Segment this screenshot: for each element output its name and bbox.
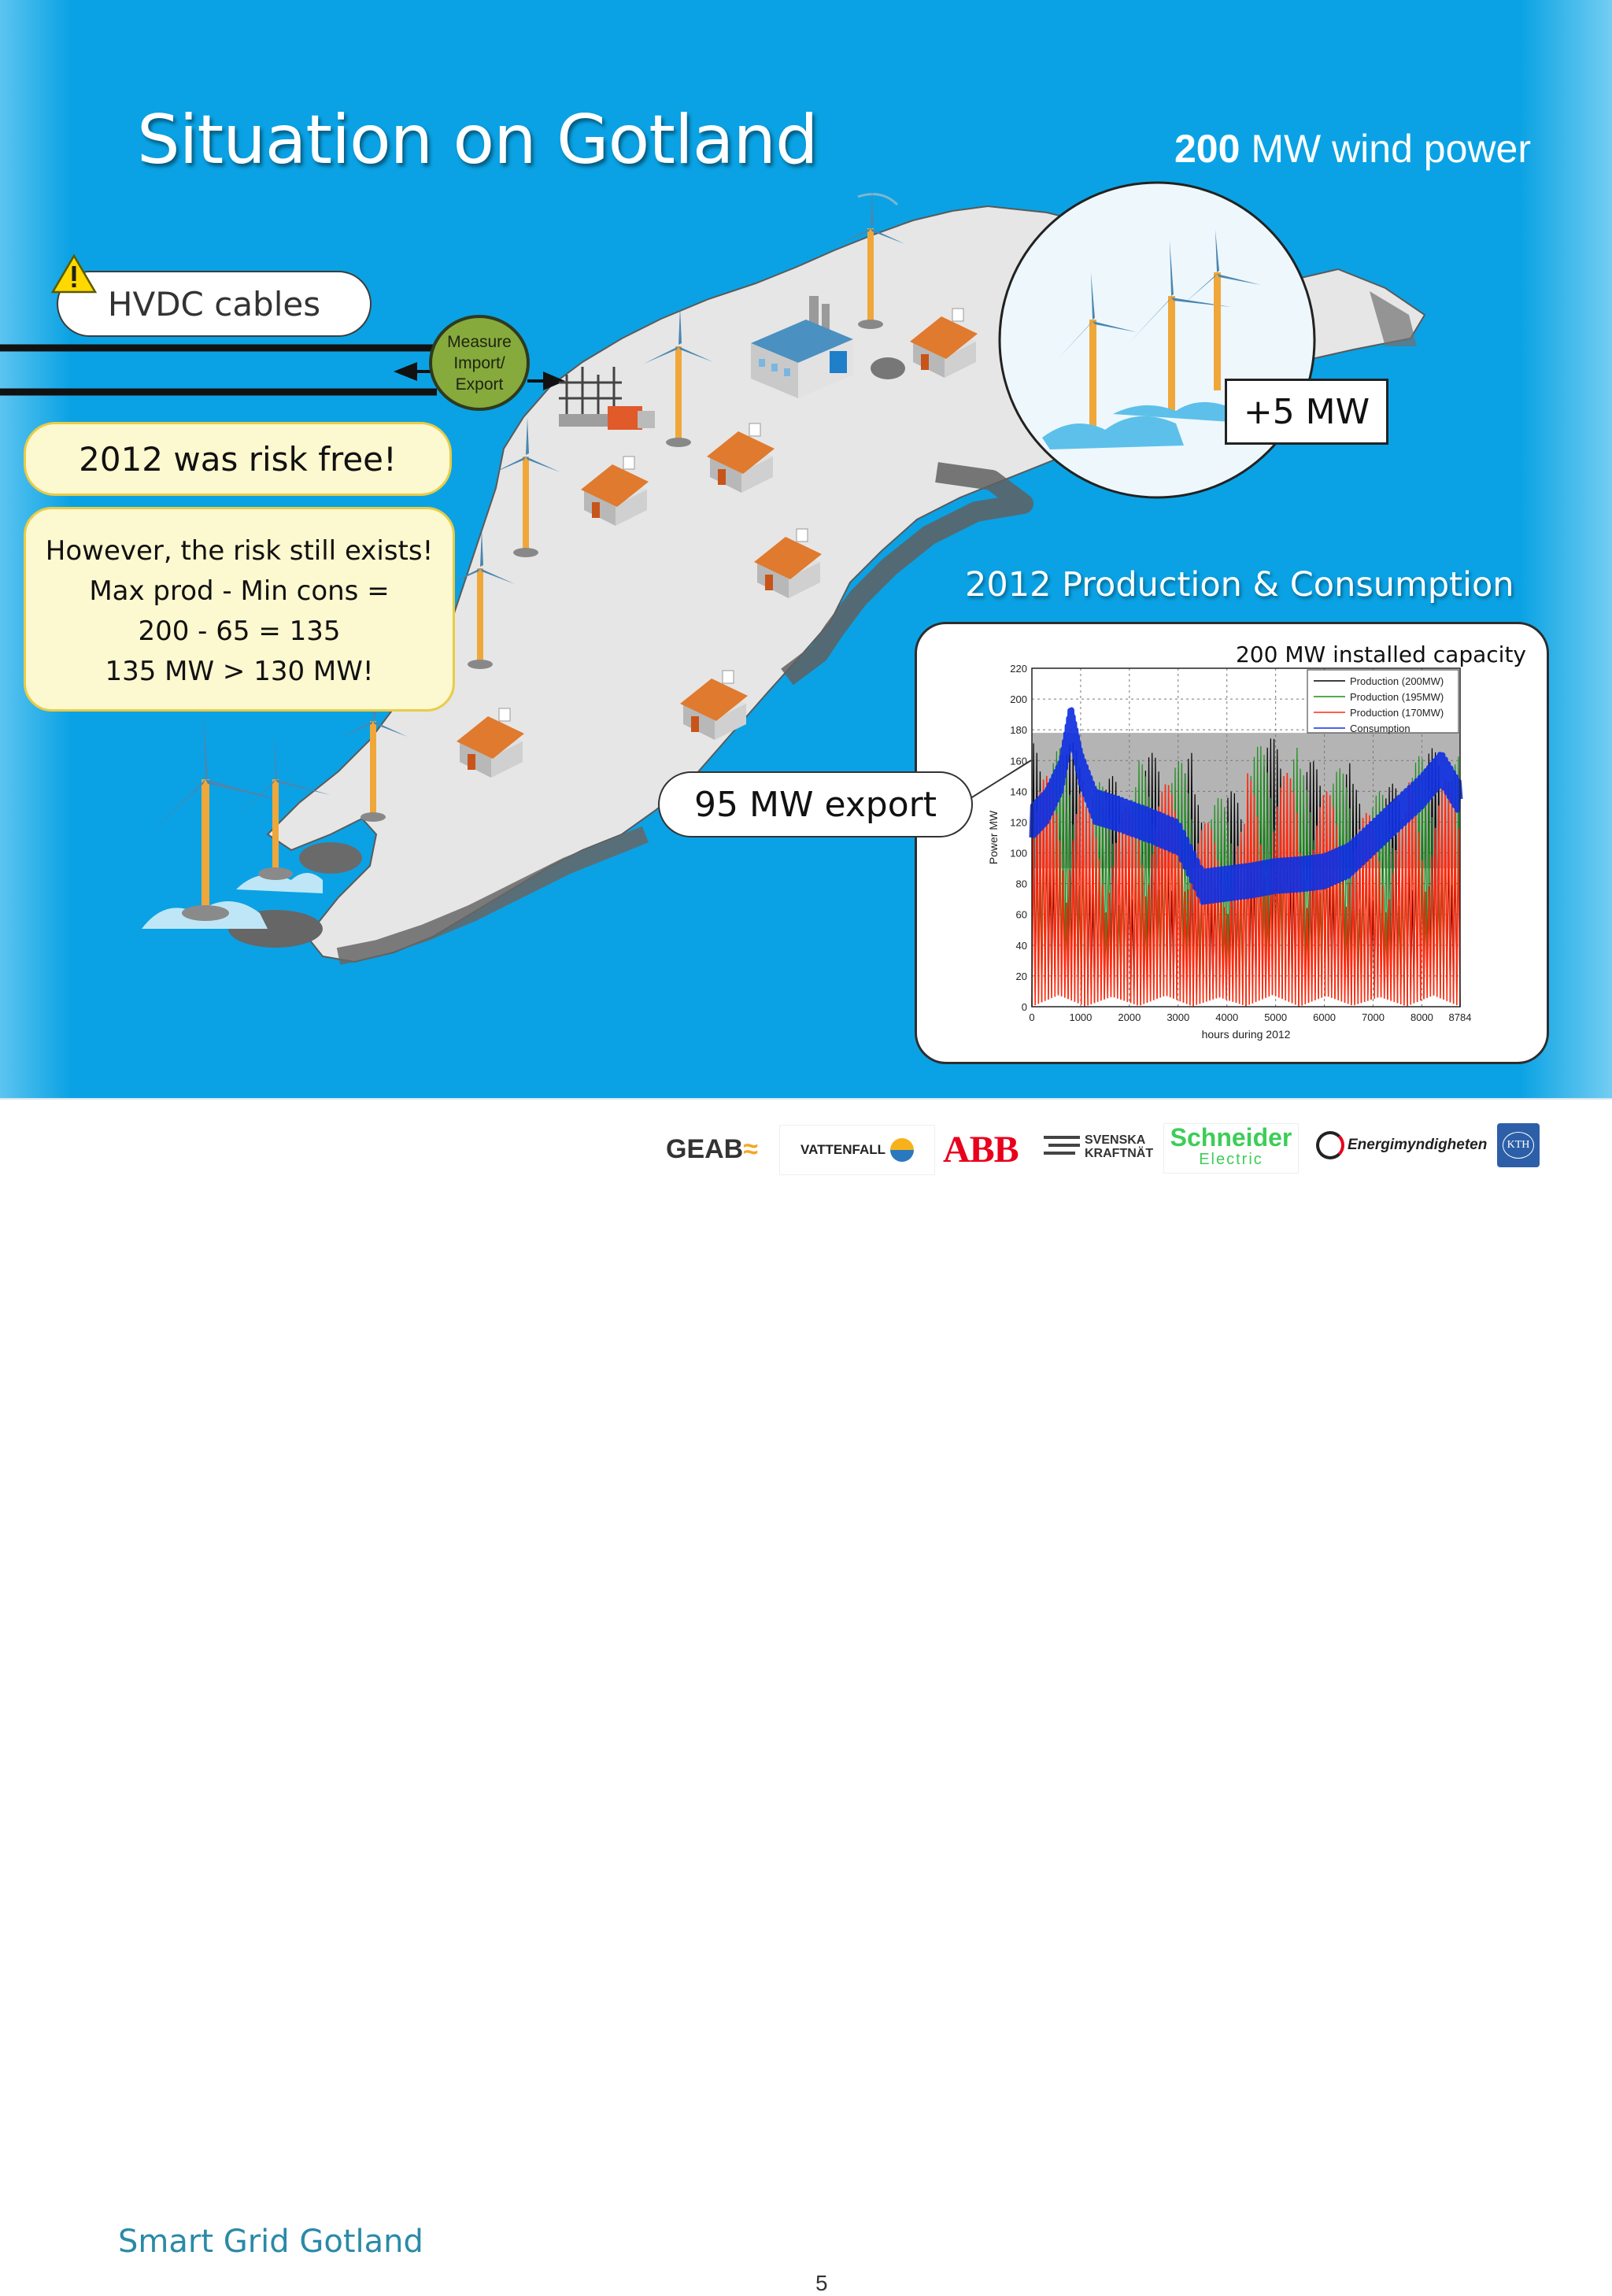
offshore-wind-circle	[998, 181, 1316, 499]
legend-entry: Consumption	[1350, 723, 1410, 734]
geab-logo: GEAB≈	[666, 1134, 758, 1164]
y-tick-label: 0	[1022, 1001, 1027, 1013]
energimyndigheten-mark-icon	[1316, 1131, 1344, 1159]
svk-line-1: SVENSKA	[1085, 1133, 1146, 1147]
house-icon	[910, 308, 978, 378]
measure-line-3: Export	[455, 375, 504, 394]
series-line-consumption	[1029, 707, 1463, 905]
wind-power-label: 200 MW wind power	[1174, 126, 1531, 172]
kth-logo: KTH	[1497, 1123, 1540, 1167]
x-axis-label: hours during 2012	[1202, 1028, 1291, 1041]
wind-turbine-icon	[836, 189, 905, 329]
risk-line-2: Max prod - Min cons =	[89, 575, 390, 607]
x-tick-label: 8000	[1410, 1011, 1433, 1023]
hvdc-cables	[0, 344, 565, 396]
substation-icon	[559, 367, 655, 430]
risk-line-4: 135 MW > 130 MW!	[105, 656, 374, 687]
kth-text: KTH	[1502, 1132, 1535, 1159]
production-consumption-chart: 200 MW installed capacity 0 20 40 60 80 100 120…	[987, 641, 1526, 1041]
risk-exists-callout: However, the risk still exists! Max prod…	[24, 507, 455, 712]
energimyndigheten-logo: Energimyndigheten	[1316, 1131, 1487, 1159]
house-icon	[707, 423, 775, 493]
svk-line-2: KRAFTNÄT	[1085, 1147, 1154, 1160]
import-arrow-icon	[394, 362, 417, 381]
abb-logo: ABB	[943, 1129, 1019, 1170]
page-title: Situation on Gotland	[137, 101, 819, 179]
energimyndigheten-text: Energimyndigheten	[1348, 1137, 1488, 1153]
y-tick-label: 60	[1016, 909, 1027, 921]
y-tick-label: 40	[1016, 940, 1027, 952]
svenska-kraftnat-logo: SVENSKA KRAFTNÄT	[1044, 1133, 1153, 1161]
footer-bar: Smart Grid Gotland GEAB≈ VATTENFALL ABB …	[0, 1098, 1612, 2295]
wind-turbine-icon	[644, 307, 713, 447]
x-tick-label: 4000	[1215, 1011, 1238, 1023]
y-tick-label: 140	[1010, 786, 1027, 797]
risk-line-3: 200 - 65 = 135	[138, 616, 341, 647]
y-tick-label: 100	[1010, 848, 1027, 860]
wind-turbine-icon	[491, 417, 560, 557]
chart-title: 200 MW installed capacity	[1236, 641, 1526, 667]
legend-entry: Production (200MW)	[1350, 675, 1444, 687]
risk-free-callout: 2012 was risk free!	[24, 422, 452, 496]
page-number: 5	[815, 2271, 828, 2295]
vattenfall-sun-icon	[889, 1138, 914, 1162]
wind-turbine-icon	[1058, 230, 1261, 430]
plot-frame	[1031, 667, 1461, 1008]
brand-text: Smart Grid Gotland	[118, 2224, 423, 2260]
y-tick-label: 80	[1016, 878, 1027, 890]
y-tick-label: 180	[1010, 724, 1027, 736]
x-tick-label: 5000	[1264, 1011, 1287, 1023]
export-callout: 95 MW export	[658, 771, 973, 837]
y-tick-label: 160	[1010, 755, 1027, 767]
schneider-text: Schneider	[1170, 1123, 1292, 1152]
measure-line-2: Import/	[453, 353, 505, 372]
y-axis-label: Power MW	[987, 810, 1000, 864]
x-tick-label: 8784	[1449, 1011, 1472, 1023]
chart-heading: 2012 Production & Consumption	[965, 565, 1514, 605]
x-tick-label: 1000	[1069, 1011, 1092, 1023]
measure-line-1: Measure	[447, 332, 512, 351]
x-tick-label: 7000	[1362, 1011, 1385, 1023]
risk-line-1: However, the risk still exists!	[45, 535, 434, 567]
schneider-logo: Schneider Electric	[1163, 1123, 1299, 1174]
y-tick-label: 20	[1016, 971, 1027, 982]
offshore-turbines-icon	[142, 707, 331, 929]
legend-entry: Production (170MW)	[1350, 707, 1444, 719]
hvdc-cables-label: HVDC cables	[57, 271, 372, 337]
vattenfall-text: VATTENFALL	[800, 1142, 885, 1157]
chart-panel: 200 MW installed capacity 0 20 40 60 80 100 120…	[915, 622, 1549, 1064]
geab-text: GEAB	[666, 1134, 744, 1164]
wind-power-value: 200	[1174, 127, 1240, 171]
x-tick-label: 6000	[1313, 1011, 1336, 1023]
slide-canvas: Situation on Gotland 200 MW wind power H…	[0, 0, 1612, 1098]
house-icon	[754, 528, 822, 598]
house-icon	[457, 708, 524, 778]
plus-mw-label: +5 MW	[1225, 379, 1388, 445]
wind-power-unit: MW wind power	[1240, 127, 1531, 171]
svk-lines-icon	[1044, 1136, 1080, 1155]
measure-import-export-node: Measure Import/ Export	[429, 315, 530, 411]
x-tick-label: 0	[1029, 1011, 1034, 1023]
house-icon	[680, 670, 748, 740]
house-icon	[581, 456, 649, 526]
factory-icon	[751, 296, 853, 398]
legend-entry: Production (195MW)	[1350, 691, 1444, 703]
export-pointer	[968, 760, 1032, 800]
x-tick-label: 3000	[1166, 1011, 1189, 1023]
y-tick-label: 200	[1010, 693, 1027, 705]
warning-icon	[50, 253, 98, 294]
series-line-2	[1031, 773, 1461, 1007]
electric-text: Electric	[1199, 1151, 1263, 1168]
vattenfall-logo: VATTENFALL	[779, 1125, 935, 1175]
x-tick-label: 2000	[1118, 1011, 1141, 1023]
export-arrow-icon	[543, 372, 565, 390]
y-tick-label: 120	[1010, 816, 1027, 828]
y-tick-label: 220	[1010, 663, 1027, 675]
